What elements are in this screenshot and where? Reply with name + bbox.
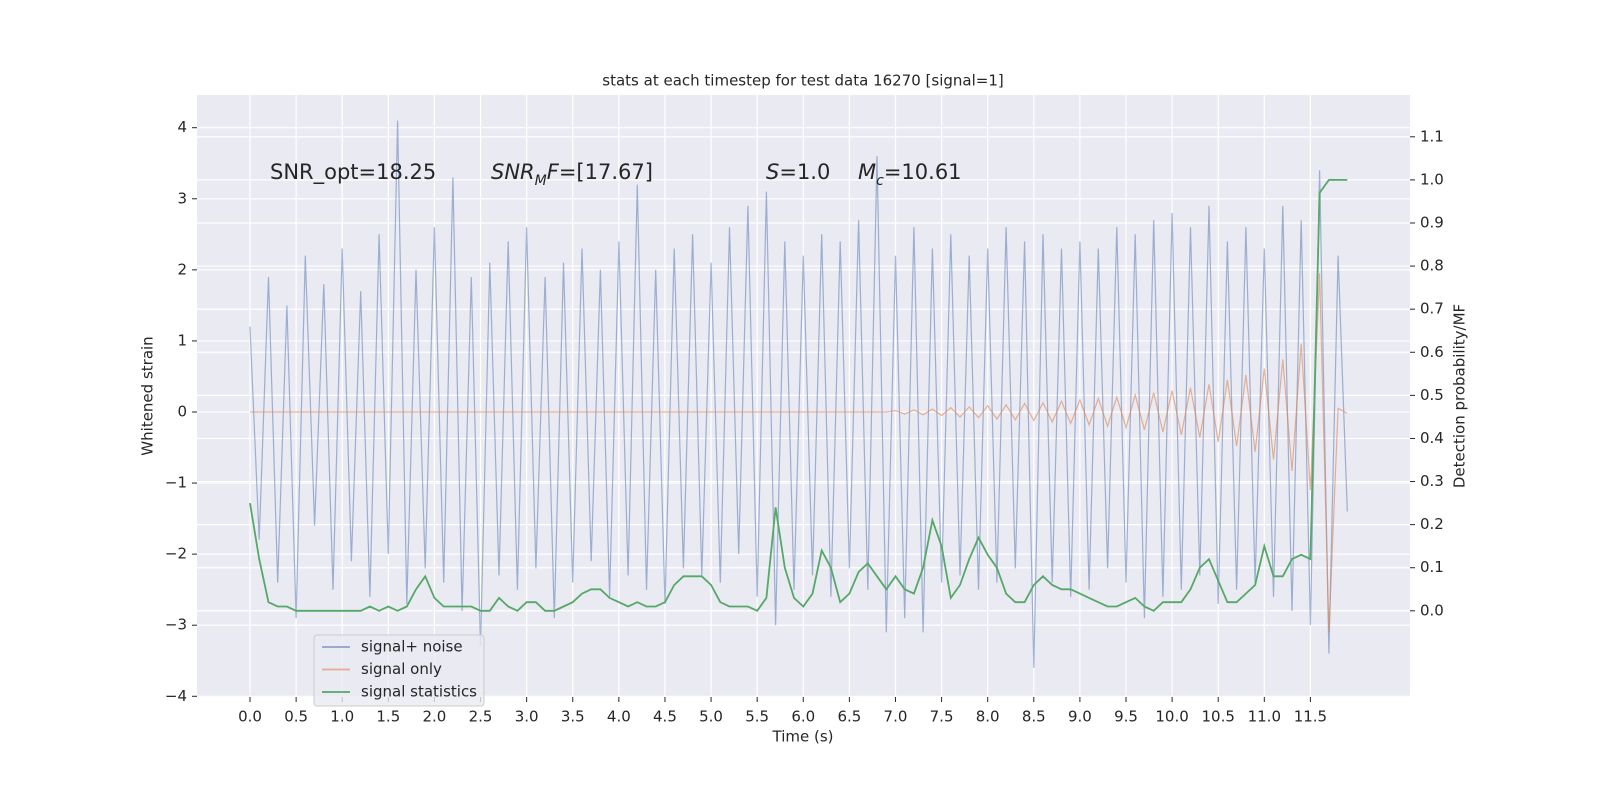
x-tick-label: 1.5 xyxy=(376,708,400,726)
x-tick-label: 5.0 xyxy=(699,708,723,726)
annotation-part: S xyxy=(766,160,779,184)
y2-tick-label: 0.2 xyxy=(1420,515,1444,533)
y2-tick-label: 0.8 xyxy=(1420,257,1444,275)
data-line xyxy=(249,179,1348,612)
annotation-part: =10.61 xyxy=(884,160,962,184)
x-tick-label: 5.5 xyxy=(745,708,769,726)
y2-tick-label: 0.4 xyxy=(1420,429,1444,447)
annotation: SNRMF=[17.67] xyxy=(491,160,653,189)
y-tick-label: −3 xyxy=(165,616,187,634)
annotation-part: SNR_opt=18.25 xyxy=(270,160,436,185)
x-tick-label: 4.5 xyxy=(653,708,677,726)
data-line xyxy=(250,273,1348,633)
x-tick-label: 11.5 xyxy=(1294,708,1327,726)
y2-tick-label: 0.7 xyxy=(1420,300,1444,318)
x-tick-label: 2.0 xyxy=(423,708,447,726)
x-tick-label: 6.0 xyxy=(791,708,815,726)
annotation-part: M xyxy=(858,160,876,184)
y-tick-label: 0 xyxy=(177,402,187,420)
annotation-part: =1.0 xyxy=(779,160,830,184)
x-tick-label: 3.0 xyxy=(515,708,539,726)
x-tick-label: 8.0 xyxy=(976,708,1000,726)
x-tick-label: 11.0 xyxy=(1248,708,1281,726)
x-tick-label: 1.0 xyxy=(330,708,354,726)
data-line xyxy=(249,120,1348,668)
y2-tick-label: 0.0 xyxy=(1420,601,1444,619)
annotation-part: M xyxy=(535,173,547,189)
y2-tick-label: 1.0 xyxy=(1420,170,1444,188)
annotation: SNR_opt=18.25 xyxy=(270,160,436,185)
y2-tick-label: 0.1 xyxy=(1420,558,1444,576)
y-tick-label: 4 xyxy=(177,118,187,136)
x-tick-label: 2.5 xyxy=(469,708,493,726)
annotation: S=1.0 xyxy=(766,160,830,184)
annotation-part: SNR xyxy=(491,160,535,184)
annotation-part: c xyxy=(876,173,884,189)
chart-title: stats at each timestep for test data 162… xyxy=(602,72,1003,90)
y-tick-label: 1 xyxy=(177,331,187,349)
annotation-part: =[17.67] xyxy=(559,160,653,184)
x-tick-label: 0.0 xyxy=(238,708,262,726)
y2-tick-label: 0.6 xyxy=(1420,343,1444,361)
x-tick-label: 7.5 xyxy=(930,708,954,726)
annotation-part: F xyxy=(547,160,560,184)
legend-label: signal+ noise xyxy=(361,638,463,656)
annotation: Mc=10.61 xyxy=(858,160,962,189)
legend-label: signal statistics xyxy=(361,683,477,701)
y2-tick-label: 0.5 xyxy=(1420,386,1444,404)
x-tick-label: 7.0 xyxy=(884,708,908,726)
x-tick-label: 0.5 xyxy=(284,708,308,726)
legend-label: signal only xyxy=(361,660,442,678)
y-tick-label: 3 xyxy=(177,189,187,207)
y2-tick-label: 0.3 xyxy=(1420,472,1444,490)
x-axis-label: Time (s) xyxy=(772,728,834,746)
legend-box xyxy=(313,634,485,707)
y-tick-label: 2 xyxy=(177,260,187,278)
x-tick-label: 9.0 xyxy=(1068,708,1092,726)
x-tick-label: 9.5 xyxy=(1114,708,1138,726)
y2-axis-label: Detection probability/MF xyxy=(1451,304,1469,488)
x-tick-label: 6.5 xyxy=(837,708,861,726)
x-tick-label: 4.0 xyxy=(607,708,631,726)
y-tick-label: −2 xyxy=(165,545,187,563)
y-tick-label: −4 xyxy=(165,687,187,705)
y-tick-label: −1 xyxy=(165,474,187,492)
y2-tick-label: 1.1 xyxy=(1420,127,1444,145)
x-tick-label: 10.5 xyxy=(1202,708,1235,726)
x-tick-label: 8.5 xyxy=(1022,708,1046,726)
x-tick-label: 10.0 xyxy=(1155,708,1188,726)
y-axis-label: Whitened strain xyxy=(139,336,157,455)
y2-tick-label: 0.9 xyxy=(1420,213,1444,231)
x-tick-label: 3.5 xyxy=(561,708,585,726)
